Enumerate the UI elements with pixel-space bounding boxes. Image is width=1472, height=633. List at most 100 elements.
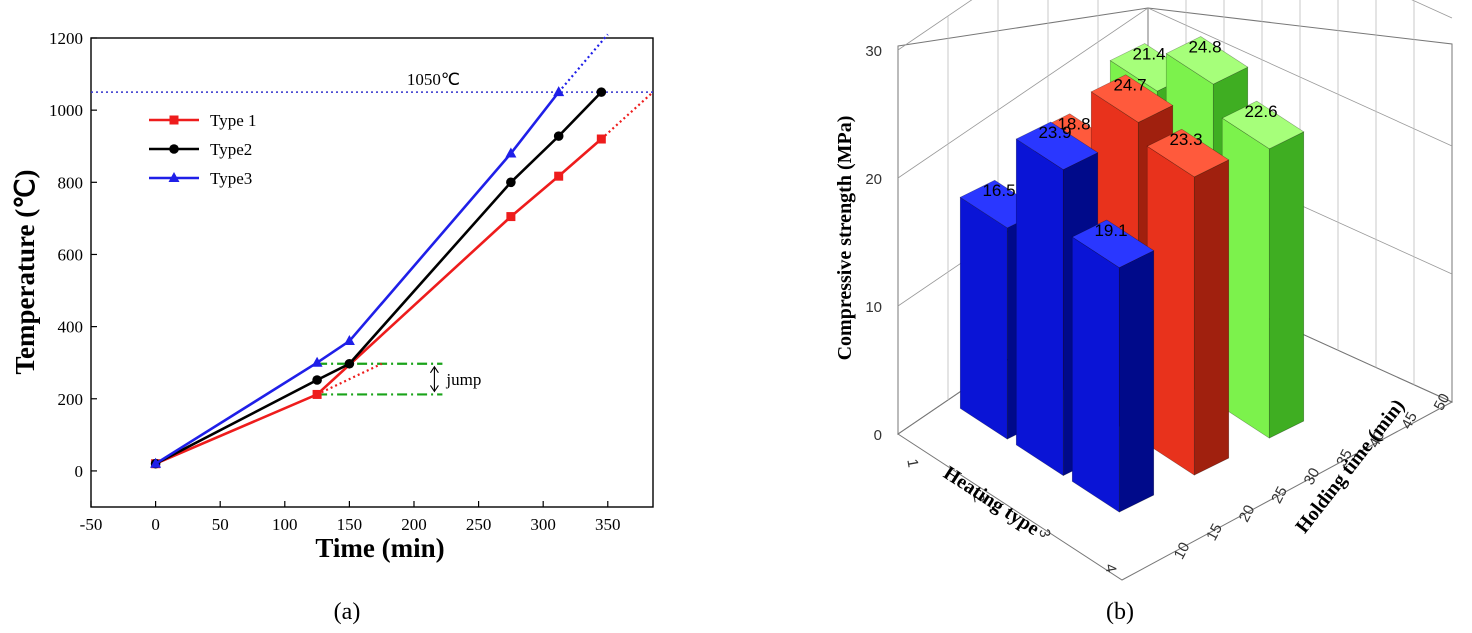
x-tick-label: 300 <box>530 515 556 534</box>
panel-b-label: (b) <box>1106 599 1134 625</box>
bar-blue-type3-t20: 19.1 <box>1071 219 1155 513</box>
x-tick-label: 150 <box>337 515 363 534</box>
x-tick-label: 1 <box>903 458 921 469</box>
y-tick-label: 35 <box>1333 447 1356 470</box>
y-tick-label: 45 <box>1398 409 1421 432</box>
y-tick-label: 800 <box>58 173 84 192</box>
bar-front-face <box>1015 138 1064 477</box>
x-tick-label: 250 <box>466 515 492 534</box>
bar-front-face <box>1071 236 1120 513</box>
bar-value-label: 23.9 <box>1038 123 1071 142</box>
y-tick-label: 15 <box>1203 521 1226 544</box>
x-tick-label: 350 <box>595 515 621 534</box>
series-jump-extrapolation <box>316 362 383 396</box>
bar-value-label: 19.1 <box>1094 221 1127 240</box>
series-type3 <box>150 33 609 468</box>
data-point <box>506 212 516 222</box>
data-point <box>553 86 565 97</box>
bar-value-label: 16.5 <box>982 181 1015 200</box>
plot-b-ticks: 0 10 20 30 1 2 3 4 10 15 20 25 30 35 40 45 50 <box>865 43 1453 574</box>
bar-value-label: 24.8 <box>1188 37 1221 56</box>
data-point <box>312 375 322 385</box>
bar-top-face <box>1071 219 1155 268</box>
bar-green-type3-t40: 22.6 <box>1221 100 1305 439</box>
x-tick-label: 3 <box>1035 528 1053 539</box>
legend-label: Type 1 <box>210 111 257 130</box>
y-tick-label: 400 <box>58 318 84 337</box>
y-tick-label: 50 <box>1431 391 1454 414</box>
jump-label: jump <box>445 370 481 389</box>
bar-top-face <box>1015 121 1099 171</box>
legend-label: Type3 <box>210 169 252 188</box>
jump-arrow-head-down <box>429 385 439 393</box>
plot-a-annotations: 1050℃ jump <box>91 70 653 396</box>
legend-marker <box>169 144 179 154</box>
series-line <box>154 91 603 465</box>
bar-value-label: 24.7 <box>1113 76 1146 95</box>
bar-side-face <box>1118 250 1155 513</box>
data-point <box>505 147 517 158</box>
data-point <box>506 177 516 188</box>
plot-a-xlabel: Time (min) <box>315 533 444 563</box>
bar-top-face <box>1165 36 1249 85</box>
panel-a-line-chart: -50 0 50 100 150 200 250 300 350 0 200 400 600 800 100… <box>10 29 654 625</box>
bar-value-label: 23.3 <box>1169 130 1202 149</box>
plot-a-ylabel: Temperature (℃) <box>10 169 40 374</box>
data-point <box>311 356 323 367</box>
legend-entry: Type2 <box>149 140 252 159</box>
data-point <box>596 87 607 97</box>
x-tick-label: 50 <box>212 515 229 534</box>
legend-marker <box>169 115 179 125</box>
bar-value-label: 22.6 <box>1244 102 1277 121</box>
jump-arrow-head-up <box>429 365 439 374</box>
plot-b-zlabel: Compressive strength (MPa) <box>834 116 856 361</box>
panel-a-label: (a) <box>334 599 361 625</box>
bar-top-face <box>1146 128 1230 178</box>
bar-top-face <box>1090 74 1174 123</box>
x-tick-label: 2 <box>969 493 987 504</box>
data-point <box>554 171 564 181</box>
bar-front-face <box>1221 117 1270 439</box>
data-point <box>312 389 322 399</box>
y-tick-label: 20 <box>1236 502 1259 525</box>
z-tick-label: 30 <box>865 43 882 60</box>
y-tick-label: 40 <box>1366 428 1389 451</box>
x-tick-label: 4 <box>1101 563 1119 574</box>
x-tick-label: 200 <box>401 515 427 534</box>
plot-a-legend: Type 1 Type2 Type3 <box>149 111 257 188</box>
plot-a-series <box>150 33 654 469</box>
reference-line-label: 1050℃ <box>407 70 460 89</box>
panel-b-3d-bar-chart: 0 10 20 30 1 2 3 4 10 15 20 25 30 35 40 45 50 21.4 24.8 22… <box>834 0 1453 625</box>
legend-entry: Type3 <box>149 169 252 188</box>
series-extrapolation <box>600 91 654 140</box>
bar-front-face <box>959 196 1008 440</box>
y-tick-label: 200 <box>58 390 84 409</box>
bar-top-face <box>1221 100 1305 150</box>
x-tick-label: 100 <box>272 515 298 534</box>
bar-red-type3-t30: 23.3 <box>1146 128 1230 476</box>
y-tick-label: 25 <box>1268 484 1291 507</box>
z-tick-label: 0 <box>874 427 882 444</box>
data-point <box>344 358 355 369</box>
data-point <box>343 335 355 346</box>
data-point <box>150 457 162 468</box>
y-tick-label: 600 <box>58 245 84 264</box>
plot-b-bars: 21.4 24.8 22.6 18.8 24.7 23.3 16.5 23.9 19.1 <box>959 36 1305 513</box>
data-point <box>596 134 606 144</box>
legend-entry: Type 1 <box>149 111 257 130</box>
y-tick-label: 10 <box>1171 540 1194 563</box>
bar-side-face <box>1268 131 1305 439</box>
y-tick-label: 0 <box>75 462 84 481</box>
x-tick-label: 0 <box>151 515 160 534</box>
y-tick-label: 1200 <box>49 29 83 48</box>
z-tick-label: 10 <box>865 299 882 316</box>
z-gridline <box>897 7 1453 179</box>
z-gridline <box>897 0 1453 51</box>
plot-b-xlabel: Heating type <box>939 462 1043 540</box>
data-point <box>553 131 564 141</box>
z-tick-label: 20 <box>865 171 882 188</box>
legend-label: Type2 <box>210 140 252 159</box>
bar-value-label: 18.8 <box>1057 115 1090 134</box>
plot-a-ticks: -50 0 50 100 150 200 250 300 350 0 200 400 600 800 100… <box>49 29 621 534</box>
